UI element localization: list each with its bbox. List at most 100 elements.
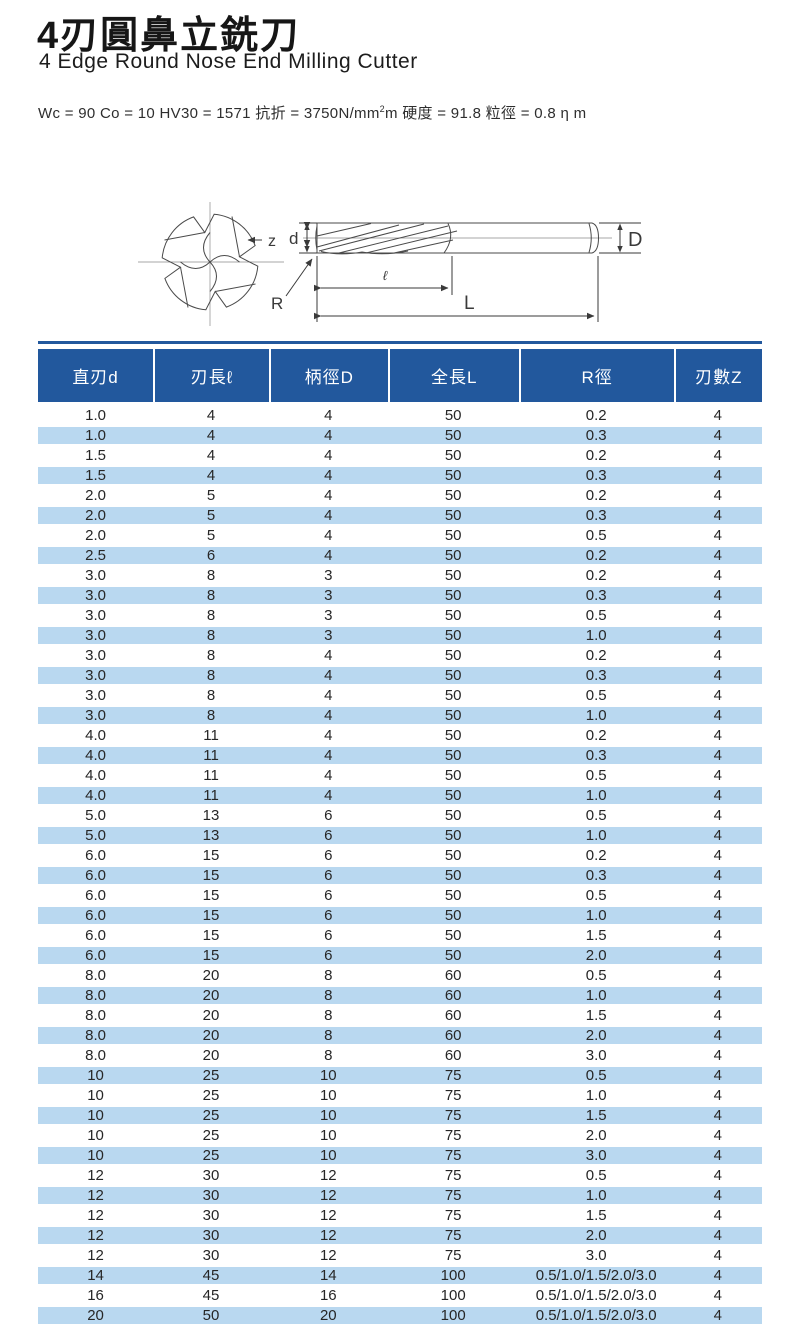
table-cell: 60 <box>444 967 462 984</box>
table-row: 12 30 12 75 1.0 4 <box>38 1185 762 1205</box>
table-cell: 0.5/1.0/1.5/2.0/3.0 <box>535 1307 657 1324</box>
table-cell: 15 <box>202 907 220 924</box>
table-cell: 4 <box>713 1147 722 1164</box>
table-cell: 50 <box>444 407 462 424</box>
table-cell: 50 <box>444 487 462 504</box>
table-cell: 2.0 <box>85 507 106 524</box>
table-cell: 1.0 <box>585 907 607 924</box>
label-d: d <box>289 229 298 248</box>
table-row: 4.0 11 4 50 0.3 4 <box>38 745 762 765</box>
table-cell: 6 <box>206 547 216 564</box>
table-cell: 13 <box>202 827 220 844</box>
table-row: 4.0 11 4 50 0.2 4 <box>38 725 762 745</box>
table-cell: 4 <box>713 747 722 764</box>
table-cell: 50 <box>444 687 462 704</box>
table-cell: 6.0 <box>85 947 106 964</box>
table-row: 4.0 11 4 50 1.0 4 <box>38 785 762 805</box>
table-cell: 1.0 <box>585 1087 607 1104</box>
table-cell: 6.0 <box>85 847 106 864</box>
table-cell: 4 <box>713 1267 722 1284</box>
table-cell: 0.5 <box>585 687 607 704</box>
table-cell: 5.0 <box>85 827 106 844</box>
table-cell: 3.0 <box>85 647 106 664</box>
table-cell: 20 <box>202 987 220 1004</box>
table-cell: 4 <box>324 747 333 764</box>
table-cell: 11 <box>203 767 219 784</box>
table-cell: 5 <box>206 527 216 544</box>
table-cell: 1.0 <box>585 707 607 724</box>
table-row: 3.0 8 4 50 0.3 4 <box>38 665 762 685</box>
table-cell: 50 <box>444 427 462 444</box>
table-cell: 6 <box>324 847 333 864</box>
table-cell: 10 <box>319 1107 337 1124</box>
table-cell: 2.0 <box>585 1127 607 1144</box>
table-cell: 50 <box>444 527 462 544</box>
table-cell: 1.0 <box>85 407 106 424</box>
table-cell: 0.5 <box>585 887 607 904</box>
spec-superscript: 2 <box>379 104 385 114</box>
table-cell: 50 <box>444 927 462 944</box>
table-cell: 4 <box>713 527 722 544</box>
table-cell: 50 <box>444 647 462 664</box>
table-cell: 10 <box>319 1147 337 1164</box>
table-cell: 0.2 <box>585 847 607 864</box>
table-cell: 8 <box>206 567 216 584</box>
table-cell: 16 <box>319 1287 337 1304</box>
table-cell: 20 <box>202 1047 220 1064</box>
table-cell: 50 <box>444 947 462 964</box>
table-cell: 4 <box>713 1007 722 1024</box>
table-cell: 5 <box>206 507 216 524</box>
table-cell: 50 <box>444 707 462 724</box>
table-row: 16 45 16 100 0.5/1.0/1.5/2.0/3.0 4 <box>38 1285 762 1305</box>
table-row: 6.0 15 6 50 2.0 4 <box>38 945 762 965</box>
table-cell: 30 <box>202 1207 220 1224</box>
table-cell: 4 <box>713 927 722 944</box>
table-cell: 8 <box>206 707 216 724</box>
table-cell: 25 <box>202 1067 220 1084</box>
table-cell: 20 <box>87 1307 104 1324</box>
table-cell: 2.0 <box>585 947 607 964</box>
table-cell: 12 <box>87 1167 104 1184</box>
table-cell: 1.5 <box>585 927 607 944</box>
table-cell: 8.0 <box>85 1007 106 1024</box>
table-row: 1.0 4 4 50 0.2 4 <box>38 405 762 425</box>
table-cell: 50 <box>444 867 462 884</box>
table-cell: 25 <box>202 1147 220 1164</box>
table-cell: 2.0 <box>85 527 106 544</box>
table-cell: 6.0 <box>85 867 106 884</box>
table-cell: 4 <box>206 427 216 444</box>
table-row: 1.0 4 4 50 0.3 4 <box>38 425 762 445</box>
table-cell: 5 <box>206 487 216 504</box>
table-cell: 0.3 <box>585 747 607 764</box>
table-cell: 4 <box>713 1087 722 1104</box>
table-cell: 4 <box>713 987 722 1004</box>
table-cell: 0.5 <box>585 607 607 624</box>
table-cell: 75 <box>444 1127 462 1144</box>
table-row: 14 45 14 100 0.5/1.0/1.5/2.0/3.0 4 <box>38 1265 762 1285</box>
table-cell: 12 <box>319 1167 337 1184</box>
table-cell: 4 <box>713 1067 722 1084</box>
table-row: 6.0 15 6 50 1.5 4 <box>38 925 762 945</box>
table-cell: 6 <box>324 807 333 824</box>
table-cell: 8.0 <box>85 967 106 984</box>
table-cell: 12 <box>319 1187 337 1204</box>
table-cell: 4 <box>713 1107 722 1124</box>
table-cell: 4 <box>713 487 722 504</box>
table-cell: 4 <box>713 447 722 464</box>
table-cell: 4 <box>713 607 722 624</box>
table-row: 12 30 12 75 3.0 4 <box>38 1245 762 1265</box>
table-cell: 50 <box>444 587 462 604</box>
table-cell: 1.0 <box>585 827 607 844</box>
spec-text: Wc = 90 Co = 10 HV30 = 1571 抗折 = 3750N/m… <box>38 105 380 122</box>
table-cell: 50 <box>444 567 462 584</box>
table-row: 6.0 15 6 50 1.0 4 <box>38 905 762 925</box>
table-cell: 10 <box>319 1067 337 1084</box>
table-cell: 3.0 <box>585 1147 607 1164</box>
table-cell: 4 <box>713 1307 722 1324</box>
table-cell: 4 <box>713 727 722 744</box>
table-cell: 4 <box>713 667 722 684</box>
table-cell: 8 <box>324 987 333 1004</box>
table-cell: 3.0 <box>85 707 106 724</box>
column-header: 刃長ℓ <box>153 349 269 402</box>
